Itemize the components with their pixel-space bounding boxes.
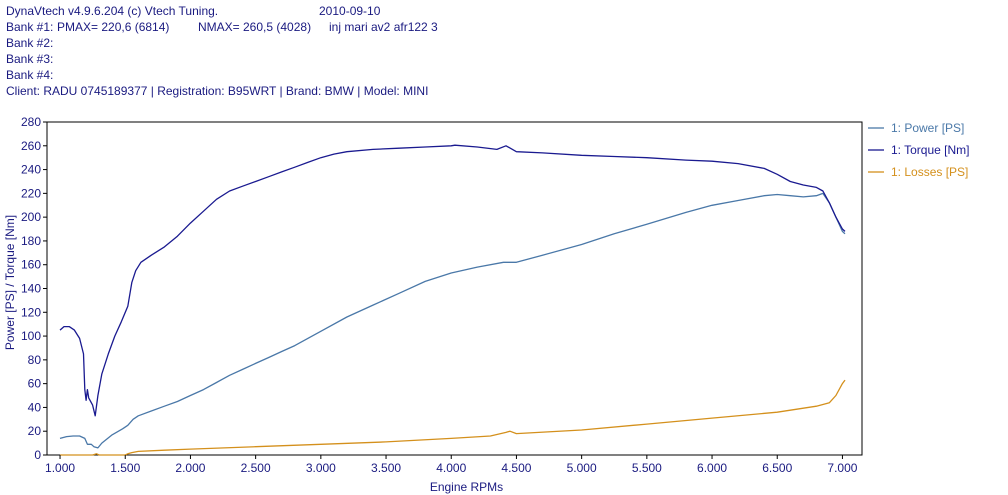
header-bank3-line: Bank #3: — [6, 52, 54, 66]
legend-label-power: 1: Power [PS] — [891, 121, 964, 135]
series-line-losses — [60, 379, 846, 456]
app-title: DynaVtech v4.9.6.204 (c) Vtech Tuning. — [6, 4, 219, 18]
bank1-nmax: NMAX= 260,5 (4028) — [198, 20, 312, 34]
y-tick-label: 120 — [21, 305, 41, 319]
x-axis-label: Engine RPMs — [430, 480, 503, 494]
header-bank4-line: Bank #4: — [6, 68, 54, 82]
y-tick-label: 280 — [21, 115, 41, 129]
y-tick-label: 100 — [21, 329, 41, 343]
y-tick-label: 140 — [21, 282, 41, 296]
y-tick-label: 240 — [21, 163, 41, 177]
header-app-line: DynaVtech v4.9.6.204 (c) Vtech Tuning. 20… — [6, 3, 380, 19]
y-tick-label: 180 — [21, 234, 41, 248]
y-axis-label: Power [PS] / Torque [Nm] — [3, 215, 17, 350]
legend-label-torque: 1: Torque [Nm] — [891, 143, 969, 157]
x-tick-label: 6.000 — [697, 461, 727, 475]
header-client-line: Client: RADU 0745189377 | Registration: … — [6, 84, 429, 98]
x-tick-label: 4.500 — [501, 461, 531, 475]
header-bank1-line: Bank #1: PMAX= 220,6 (6814) NMAX= 260,5 (4… — [6, 19, 466, 35]
series-line-power — [59, 192, 846, 449]
y-tick-label: 20 — [28, 424, 42, 438]
series-line-torque — [59, 144, 846, 417]
y-tick-label: 220 — [21, 186, 41, 200]
y-tick-label: 80 — [28, 353, 42, 367]
y-tick-label: 40 — [28, 400, 42, 414]
y-tick-label: 200 — [21, 210, 41, 224]
x-tick-label: 4.000 — [436, 461, 466, 475]
x-tick-label: 5.500 — [632, 461, 662, 475]
y-tick-label: 160 — [21, 258, 41, 272]
x-tick-label: 2.500 — [241, 461, 271, 475]
x-tick-label: 1.000 — [45, 461, 75, 475]
x-tick-label: 1.500 — [110, 461, 140, 475]
y-tick-label: 60 — [28, 377, 42, 391]
bank1-note: inj mari av2 afr122 3 — [329, 20, 438, 34]
report-date: 2010-09-10 — [319, 4, 381, 18]
y-tick-label: 0 — [34, 448, 41, 462]
x-tick-label: 3.500 — [371, 461, 401, 475]
x-tick-label: 5.000 — [567, 461, 597, 475]
bank1-pmax: PMAX= 220,6 (6814) — [57, 20, 170, 34]
x-tick-label: 7.000 — [827, 461, 857, 475]
x-tick-label: 6.500 — [762, 461, 792, 475]
legend-label-losses: 1: Losses [PS] — [891, 165, 968, 179]
x-tick-label: 3.000 — [306, 461, 336, 475]
x-tick-label: 2.000 — [175, 461, 205, 475]
y-tick-label: 260 — [21, 139, 41, 153]
bank1-label: Bank #1: — [6, 20, 54, 34]
header-bank2-line: Bank #2: — [6, 36, 54, 50]
